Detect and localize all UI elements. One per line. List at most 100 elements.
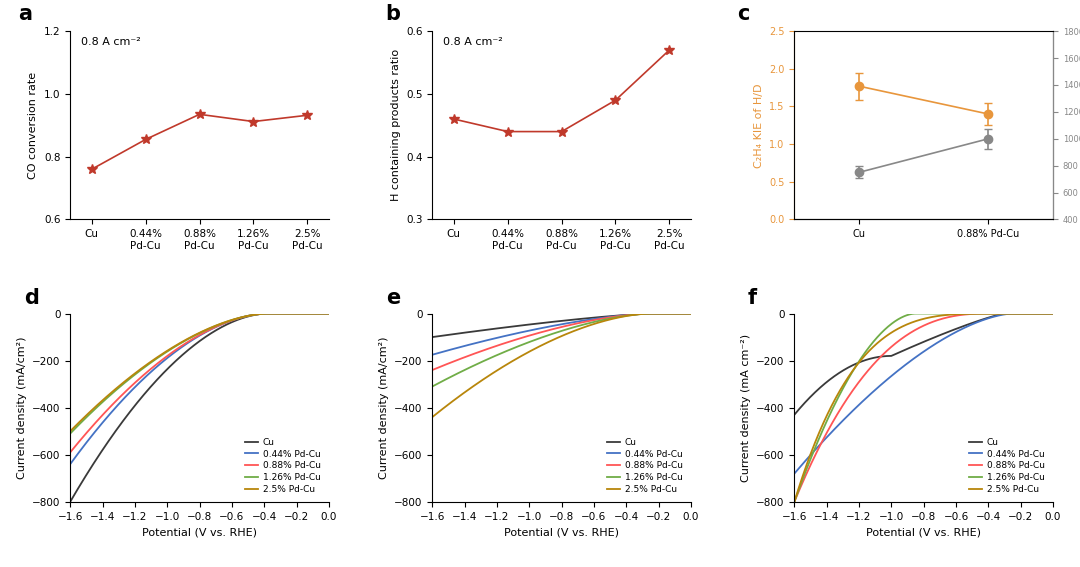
0.88% Pd-Cu xyxy=(566,321,579,328)
0.44% Pd-Cu xyxy=(913,352,926,358)
1.26% Pd-Cu xyxy=(204,325,217,332)
Text: d: d xyxy=(24,288,39,308)
0.44% Pd-Cu xyxy=(928,341,941,348)
2.5% Pd-Cu xyxy=(910,318,923,324)
0.88% Pd-Cu xyxy=(1047,310,1059,317)
Cu xyxy=(187,342,200,349)
1.26% Pd-Cu xyxy=(685,310,698,317)
Line: 0.44% Pd-Cu: 0.44% Pd-Cu xyxy=(432,314,691,355)
2.5% Pd-Cu xyxy=(788,498,801,505)
1.26% Pd-Cu xyxy=(261,310,274,317)
1.26% Pd-Cu xyxy=(218,319,231,326)
Cu xyxy=(188,341,201,348)
0.44% Pd-Cu xyxy=(685,310,698,317)
Cu xyxy=(1041,310,1054,317)
2.5% Pd-Cu xyxy=(549,336,562,342)
1.26% Pd-Cu xyxy=(929,310,942,317)
2.5% Pd-Cu xyxy=(990,310,1003,317)
Y-axis label: C₂H₄ KIE of H/D: C₂H₄ KIE of H/D xyxy=(754,83,764,168)
1.26% Pd-Cu xyxy=(187,333,200,340)
0.88% Pd-Cu xyxy=(261,310,274,317)
X-axis label: Potential (V vs. RHE): Potential (V vs. RHE) xyxy=(141,527,257,537)
Text: b: b xyxy=(386,4,401,24)
0.44% Pd-Cu xyxy=(566,319,579,326)
Cu xyxy=(638,310,651,317)
0.88% Pd-Cu xyxy=(549,325,562,332)
Line: 0.44% Pd-Cu: 0.44% Pd-Cu xyxy=(70,314,328,464)
0.44% Pd-Cu xyxy=(942,333,955,340)
2.5% Pd-Cu xyxy=(638,310,651,317)
0.44% Pd-Cu xyxy=(218,320,231,327)
0.88% Pd-Cu xyxy=(276,310,289,317)
2.5% Pd-Cu xyxy=(322,310,335,317)
Cu xyxy=(910,341,923,348)
1.26% Pd-Cu xyxy=(550,329,563,336)
2.5% Pd-Cu xyxy=(204,324,217,331)
Legend: Cu, 0.44% Pd-Cu, 0.88% Pd-Cu, 1.26% Pd-Cu, 2.5% Pd-Cu: Cu, 0.44% Pd-Cu, 0.88% Pd-Cu, 1.26% Pd-C… xyxy=(603,434,687,497)
0.44% Pd-Cu xyxy=(580,317,593,324)
0.44% Pd-Cu xyxy=(550,321,563,328)
Text: 0.8 A cm⁻²: 0.8 A cm⁻² xyxy=(443,37,502,47)
Line: 0.44% Pd-Cu: 0.44% Pd-Cu xyxy=(795,314,1053,473)
0.88% Pd-Cu xyxy=(910,325,923,332)
0.44% Pd-Cu xyxy=(910,353,923,359)
Y-axis label: H containing products ratio: H containing products ratio xyxy=(391,49,401,201)
0.44% Pd-Cu xyxy=(549,322,562,329)
Cu xyxy=(549,318,562,325)
Line: 0.88% Pd-Cu: 0.88% Pd-Cu xyxy=(795,314,1053,502)
Line: 1.26% Pd-Cu: 1.26% Pd-Cu xyxy=(432,314,691,387)
Cu xyxy=(685,310,698,317)
1.26% Pd-Cu xyxy=(678,310,691,317)
2.5% Pd-Cu xyxy=(685,310,698,317)
0.88% Pd-Cu xyxy=(204,326,217,333)
1.26% Pd-Cu xyxy=(788,498,801,505)
Cu xyxy=(204,331,217,337)
0.44% Pd-Cu xyxy=(1000,311,1013,318)
1.26% Pd-Cu xyxy=(638,310,651,317)
2.5% Pd-Cu xyxy=(1041,310,1054,317)
Line: 0.88% Pd-Cu: 0.88% Pd-Cu xyxy=(432,314,691,370)
Line: Cu: Cu xyxy=(795,314,1053,414)
0.88% Pd-Cu xyxy=(982,310,995,317)
Line: 1.26% Pd-Cu: 1.26% Pd-Cu xyxy=(70,314,328,434)
X-axis label: Potential (V vs. RHE): Potential (V vs. RHE) xyxy=(866,527,982,537)
1.26% Pd-Cu xyxy=(188,332,201,339)
2.5% Pd-Cu xyxy=(566,328,579,335)
2.5% Pd-Cu xyxy=(913,317,926,324)
Line: 2.5% Pd-Cu: 2.5% Pd-Cu xyxy=(432,314,691,417)
Cu xyxy=(998,310,1011,317)
2.5% Pd-Cu xyxy=(645,310,658,317)
2.5% Pd-Cu xyxy=(928,313,941,320)
Legend: Cu, 0.44% Pd-Cu, 0.88% Pd-Cu, 1.26% Pd-Cu, 2.5% Pd-Cu: Cu, 0.44% Pd-Cu, 0.88% Pd-Cu, 1.26% Pd-C… xyxy=(966,434,1049,497)
2.5% Pd-Cu xyxy=(218,319,231,326)
Cu xyxy=(942,328,955,335)
0.88% Pd-Cu xyxy=(1000,310,1013,317)
1.26% Pd-Cu xyxy=(549,329,562,336)
0.44% Pd-Cu xyxy=(276,310,289,317)
Line: 1.26% Pd-Cu: 1.26% Pd-Cu xyxy=(795,314,1053,502)
1.26% Pd-Cu xyxy=(566,324,579,331)
Cu xyxy=(276,310,289,317)
Cu xyxy=(64,498,77,505)
0.88% Pd-Cu xyxy=(550,325,563,332)
0.88% Pd-Cu xyxy=(638,310,651,317)
0.88% Pd-Cu xyxy=(187,335,200,342)
0.88% Pd-Cu xyxy=(64,449,77,456)
Line: 2.5% Pd-Cu: 2.5% Pd-Cu xyxy=(70,314,328,431)
2.5% Pd-Cu xyxy=(1047,310,1059,317)
Cu xyxy=(550,318,563,325)
2.5% Pd-Cu xyxy=(942,311,955,318)
2.5% Pd-Cu xyxy=(426,414,438,421)
Cu xyxy=(928,334,941,341)
Cu xyxy=(645,310,658,317)
0.88% Pd-Cu xyxy=(685,310,698,317)
Line: Cu: Cu xyxy=(432,314,691,337)
0.88% Pd-Cu xyxy=(1041,310,1054,317)
Cu xyxy=(678,310,691,317)
Text: 0.8 A cm⁻²: 0.8 A cm⁻² xyxy=(81,37,140,47)
Text: c: c xyxy=(738,4,750,24)
1.26% Pd-Cu xyxy=(64,430,77,437)
0.88% Pd-Cu xyxy=(218,320,231,327)
2.5% Pd-Cu xyxy=(678,310,691,317)
0.88% Pd-Cu xyxy=(942,314,955,320)
